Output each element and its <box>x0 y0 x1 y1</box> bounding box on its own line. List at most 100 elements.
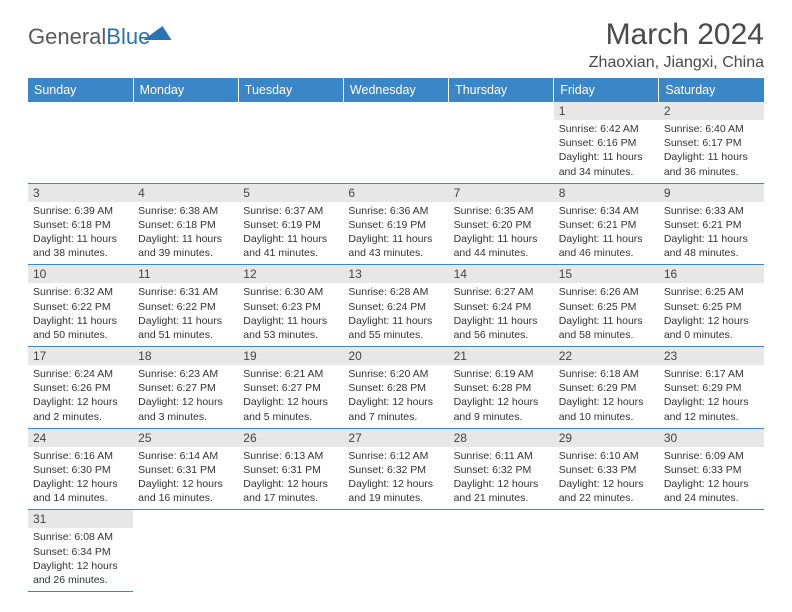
month-title: March 2024 <box>589 18 764 52</box>
sunrise-text: Sunrise: 6:34 AM <box>559 204 654 218</box>
sunrise-text: Sunrise: 6:36 AM <box>348 204 443 218</box>
day-number: 27 <box>343 429 448 447</box>
calendar-cell: 19Sunrise: 6:21 AMSunset: 6:27 PMDayligh… <box>238 347 343 429</box>
sunset-text: Sunset: 6:19 PM <box>348 218 443 232</box>
sunrise-text: Sunrise: 6:28 AM <box>348 285 443 299</box>
calendar-cell: 25Sunrise: 6:14 AMSunset: 6:31 PMDayligh… <box>133 428 238 510</box>
calendar-cell: 3Sunrise: 6:39 AMSunset: 6:18 PMDaylight… <box>28 183 133 265</box>
day-details: Sunrise: 6:37 AMSunset: 6:19 PMDaylight:… <box>238 202 343 265</box>
daylight-text: Daylight: 12 hours and 12 minutes. <box>664 395 759 423</box>
sunset-text: Sunset: 6:27 PM <box>138 381 233 395</box>
calendar-cell <box>343 102 448 183</box>
day-number: 9 <box>659 184 764 202</box>
day-number: 30 <box>659 429 764 447</box>
daylight-text: Daylight: 12 hours and 10 minutes. <box>559 395 654 423</box>
daylight-text: Daylight: 11 hours and 58 minutes. <box>559 314 654 342</box>
calendar-cell: 29Sunrise: 6:10 AMSunset: 6:33 PMDayligh… <box>554 428 659 510</box>
daylight-text: Daylight: 12 hours and 21 minutes. <box>454 477 549 505</box>
day-details: Sunrise: 6:17 AMSunset: 6:29 PMDaylight:… <box>659 365 764 428</box>
calendar-cell: 26Sunrise: 6:13 AMSunset: 6:31 PMDayligh… <box>238 428 343 510</box>
day-header-row: SundayMondayTuesdayWednesdayThursdayFrid… <box>28 78 764 102</box>
day-number: 13 <box>343 265 448 283</box>
sunset-text: Sunset: 6:31 PM <box>138 463 233 477</box>
calendar-cell <box>554 510 659 592</box>
sunset-text: Sunset: 6:18 PM <box>33 218 128 232</box>
day-number: 29 <box>554 429 659 447</box>
logo-sail-icon <box>144 26 177 40</box>
calendar-cell <box>133 102 238 183</box>
sunset-text: Sunset: 6:28 PM <box>348 381 443 395</box>
calendar-cell: 21Sunrise: 6:19 AMSunset: 6:28 PMDayligh… <box>449 347 554 429</box>
calendar-cell: 6Sunrise: 6:36 AMSunset: 6:19 PMDaylight… <box>343 183 448 265</box>
calendar-week: 17 Sunrise: 6:24 AMSunset: 6:26 PM Dayligh… <box>28 347 764 429</box>
calendar-cell: 17Sunrise: 6:24 AMSunset: 6:26 PMDayligh… <box>28 347 133 429</box>
sunrise-text: Sunrise: 6:21 AM <box>243 367 338 381</box>
day-number: 22 <box>554 347 659 365</box>
day-number: 11 <box>133 265 238 283</box>
calendar-cell: 22Sunrise: 6:18 AMSunset: 6:29 PMDayligh… <box>554 347 659 429</box>
day-details: Sunrise: 6:20 AMSunset: 6:28 PMDaylight:… <box>343 365 448 428</box>
day-details: Sunrise: 6:32 AMSunset: 6:22 PMDaylight:… <box>28 283 133 346</box>
sunrise-text: Sunrise: 6:20 AM <box>348 367 443 381</box>
sunset-text: Sunset: 6:24 PM <box>348 300 443 314</box>
daylight-text: Daylight: 11 hours and 50 minutes. <box>33 314 128 342</box>
day-details: Sunrise: 6:10 AMSunset: 6:33 PMDaylight:… <box>554 447 659 510</box>
sunrise-text: Sunrise: 6:10 AM <box>559 449 654 463</box>
daylight-text: Daylight: 11 hours and 39 minutes. <box>138 232 233 260</box>
sunset-text: Sunset: 6:28 PM <box>454 381 549 395</box>
daylight-text: Daylight: 11 hours and 36 minutes. <box>664 150 759 178</box>
day-details: Sunrise: 6:18 AMSunset: 6:29 PMDaylight:… <box>554 365 659 428</box>
sunset-text: Sunset: 6:25 PM <box>559 300 654 314</box>
day-details: Sunrise: 6:09 AMSunset: 6:33 PMDaylight:… <box>659 447 764 510</box>
sunset-text: Sunset: 6:32 PM <box>454 463 549 477</box>
calendar-cell: 18Sunrise: 6:23 AMSunset: 6:27 PMDayligh… <box>133 347 238 429</box>
sunset-text: Sunset: 6:21 PM <box>559 218 654 232</box>
sunset-text: Sunset: 6:16 PM <box>559 136 654 150</box>
sunrise-text: Sunrise: 6:39 AM <box>33 204 128 218</box>
sunrise-text: Sunrise: 6:40 AM <box>664 122 759 136</box>
calendar-cell: 8Sunrise: 6:34 AMSunset: 6:21 PMDaylight… <box>554 183 659 265</box>
day-details: Sunrise: 6:36 AMSunset: 6:19 PMDaylight:… <box>343 202 448 265</box>
calendar-week: 24Sunrise: 6:16 AMSunset: 6:30 PMDayligh… <box>28 428 764 510</box>
calendar-cell: 14Sunrise: 6:27 AMSunset: 6:24 PMDayligh… <box>449 265 554 347</box>
calendar-cell: 20Sunrise: 6:20 AMSunset: 6:28 PMDayligh… <box>343 347 448 429</box>
day-header: Thursday <box>449 78 554 102</box>
daylight-text: Daylight: 11 hours and 48 minutes. <box>664 232 759 260</box>
day-number: 20 <box>343 347 448 365</box>
day-details: Sunrise: 6:12 AMSunset: 6:32 PMDaylight:… <box>343 447 448 510</box>
calendar-cell <box>659 510 764 592</box>
day-number: 31 <box>28 510 133 528</box>
day-number: 16 <box>659 265 764 283</box>
day-number: 18 <box>133 347 238 365</box>
daylight-text: Daylight: 12 hours and 5 minutes. <box>243 395 338 423</box>
calendar-cell: 11Sunrise: 6:31 AMSunset: 6:22 PMDayligh… <box>133 265 238 347</box>
sunrise-text: Sunrise: 6:24 AM <box>33 367 128 381</box>
sunrise-text: Sunrise: 6:18 AM <box>559 367 654 381</box>
day-details: Sunrise: 6:39 AMSunset: 6:18 PMDaylight:… <box>28 202 133 265</box>
day-number: 3 <box>28 184 133 202</box>
calendar-cell: 30Sunrise: 6:09 AMSunset: 6:33 PMDayligh… <box>659 428 764 510</box>
day-number: 12 <box>238 265 343 283</box>
day-number: 14 <box>449 265 554 283</box>
daylight-text: Daylight: 11 hours and 38 minutes. <box>33 232 128 260</box>
calendar-week: 10Sunrise: 6:32 AMSunset: 6:22 PMDayligh… <box>28 265 764 347</box>
sunset-text: Sunset: 6:18 PM <box>138 218 233 232</box>
day-details: Sunrise: 6:14 AMSunset: 6:31 PMDaylight:… <box>133 447 238 510</box>
calendar-cell <box>449 510 554 592</box>
sunset-text: Sunset: 6:20 PM <box>454 218 549 232</box>
day-number: 21 <box>449 347 554 365</box>
calendar-cell: 24Sunrise: 6:16 AMSunset: 6:30 PMDayligh… <box>28 428 133 510</box>
sunset-text: Sunset: 6:26 PM <box>33 381 128 395</box>
day-number: 23 <box>659 347 764 365</box>
sunset-text: Sunset: 6:32 PM <box>348 463 443 477</box>
day-details: Sunrise: 6:16 AMSunset: 6:30 PMDaylight:… <box>28 447 133 510</box>
daylight-text: Daylight: 11 hours and 41 minutes. <box>243 232 338 260</box>
calendar-week: 31Sunrise: 6:08 AMSunset: 6:34 PMDayligh… <box>28 510 764 592</box>
sunrise-text: Sunrise: 6:13 AM <box>243 449 338 463</box>
daylight-text: Daylight: 11 hours and 53 minutes. <box>243 314 338 342</box>
sunset-text: Sunset: 6:27 PM <box>243 381 338 395</box>
day-number: 17 <box>28 347 133 365</box>
calendar-cell: 5Sunrise: 6:37 AMSunset: 6:19 PMDaylight… <box>238 183 343 265</box>
sunset-text: Sunset: 6:19 PM <box>243 218 338 232</box>
daylight-text: Daylight: 12 hours and 0 minutes. <box>664 314 759 342</box>
